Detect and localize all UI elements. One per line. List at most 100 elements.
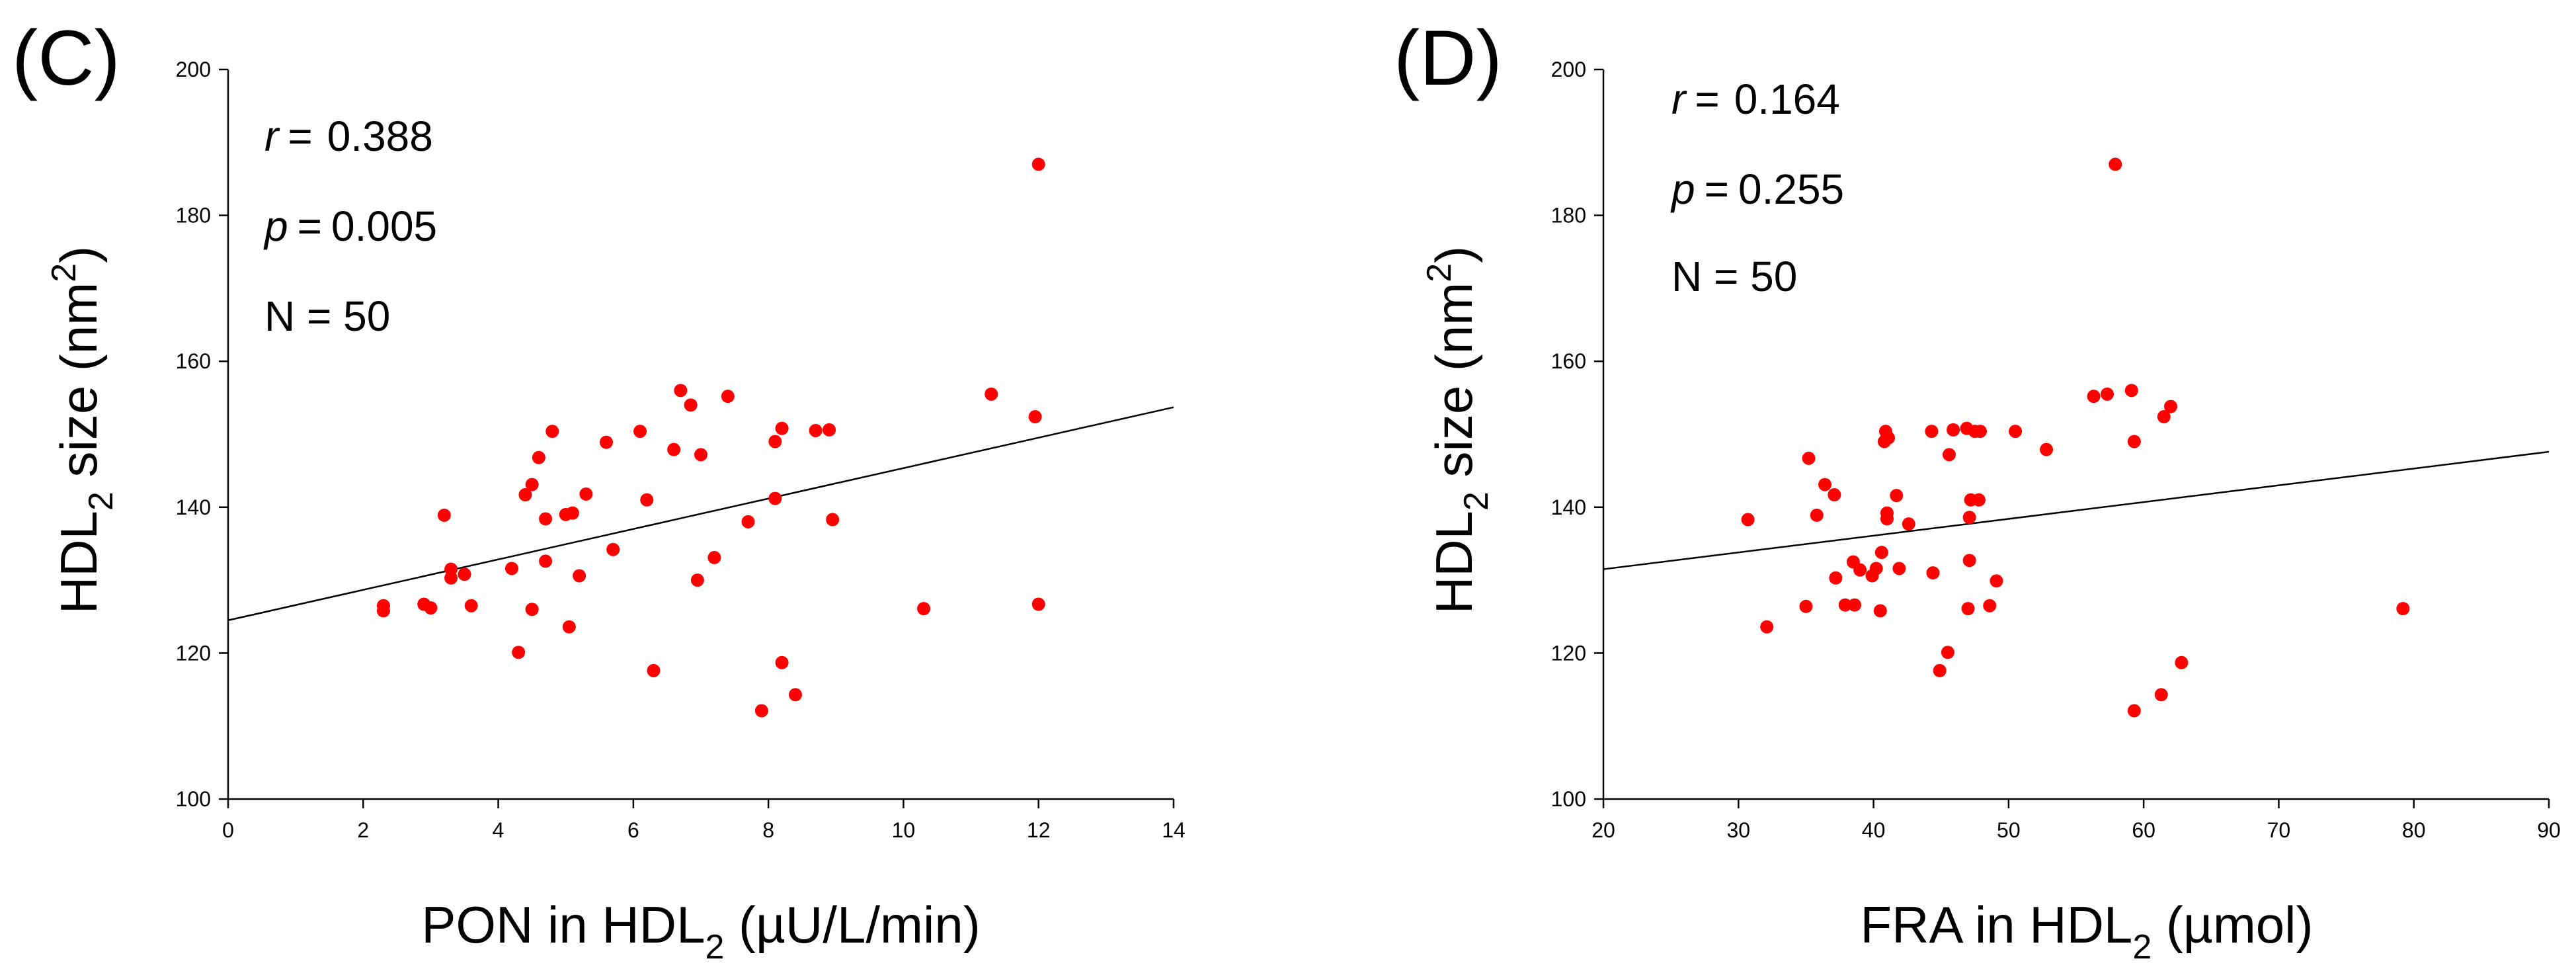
- data-point: [424, 601, 438, 615]
- x-tick-label: 6: [627, 818, 639, 842]
- data-point: [532, 450, 545, 464]
- data-point: [1983, 599, 1997, 613]
- x-axis-title: PON in HDL2 (µU/L/min): [421, 896, 980, 966]
- x-tick-label: 90: [2537, 818, 2561, 842]
- data-point: [2396, 602, 2410, 616]
- data-point: [1853, 563, 1867, 577]
- data-point: [2040, 443, 2054, 456]
- data-point: [1892, 562, 1906, 575]
- data-point: [2154, 688, 2168, 702]
- data-point: [1990, 574, 2003, 588]
- x-tick-label: 2: [357, 818, 369, 842]
- data-point: [512, 646, 526, 659]
- data-point: [600, 435, 613, 449]
- data-point: [2127, 704, 2141, 718]
- x-tick-label: 30: [1726, 818, 1750, 842]
- n-statistic: N = 50: [1671, 253, 1797, 300]
- data-point: [1802, 451, 1816, 465]
- x-tick-label: 40: [1862, 818, 1886, 842]
- data-point: [768, 491, 782, 505]
- data-point: [573, 569, 586, 583]
- data-point: [2109, 157, 2122, 171]
- y-tick-label: 120: [1551, 641, 1586, 665]
- data-points: [1741, 157, 2410, 718]
- data-point: [741, 515, 755, 529]
- data-point: [606, 542, 620, 556]
- data-point: [444, 571, 458, 585]
- y-tick-label: 100: [1551, 787, 1586, 811]
- data-point: [2175, 656, 2189, 669]
- y-axis: 100 120 140 160 180 200 HDL2 size (nm2): [45, 58, 229, 811]
- data-point: [1028, 410, 1042, 424]
- x-tick-label: 50: [1997, 818, 2021, 842]
- y-axis: 100 120 140 160 180 200 HDL2 size (nm2): [1420, 58, 1605, 811]
- data-point: [1941, 646, 1954, 659]
- y-tick-label: 180: [176, 204, 211, 228]
- data-point: [1962, 554, 1976, 568]
- p-statistic: p = 0.005: [263, 202, 437, 250]
- p-statistic: p = 0.255: [1670, 165, 1844, 213]
- data-point: [545, 425, 559, 439]
- y-tick-label: 140: [176, 495, 211, 519]
- x-tick-label: 4: [493, 818, 504, 842]
- data-point: [437, 508, 451, 522]
- data-point: [640, 493, 654, 507]
- x-tick-label: 60: [2132, 818, 2155, 842]
- data-point: [754, 704, 768, 718]
- data-point: [694, 448, 707, 462]
- data-point: [684, 398, 698, 412]
- data-point: [809, 423, 823, 437]
- x-tick-label: 12: [1027, 818, 1051, 842]
- data-point: [1926, 566, 1940, 580]
- data-point: [1838, 598, 1852, 612]
- data-point: [2087, 390, 2101, 403]
- data-point: [985, 387, 998, 401]
- x-tick-label: 10: [892, 818, 916, 842]
- data-point: [667, 443, 681, 456]
- data-point: [1973, 425, 1987, 439]
- data-point: [647, 663, 661, 677]
- data-point: [1925, 425, 1939, 439]
- data-point: [1961, 602, 1975, 616]
- y-tick-label: 140: [1551, 495, 1586, 519]
- data-point: [674, 384, 688, 398]
- y-tick-label: 120: [176, 641, 211, 665]
- y-tick-label: 160: [176, 349, 211, 373]
- data-point: [1828, 488, 1841, 502]
- data-point: [458, 568, 471, 581]
- r-statistic: r = 0.164: [1671, 75, 1840, 123]
- data-point: [1031, 157, 1045, 171]
- x-tick-label: 0: [222, 818, 234, 842]
- y-tick-label: 180: [1551, 204, 1586, 228]
- data-point: [1880, 512, 1894, 526]
- data-point: [1810, 508, 1824, 522]
- panel-label: (C): [12, 15, 120, 102]
- data-point: [1760, 620, 1774, 634]
- data-point: [539, 554, 553, 568]
- data-point: [562, 620, 576, 634]
- data-point: [464, 599, 478, 613]
- data-point: [1031, 597, 1045, 611]
- data-point: [2127, 435, 2141, 448]
- data-point: [525, 603, 539, 616]
- y-axis-title: HDL2 size (nm2): [1420, 246, 1496, 614]
- data-point: [539, 512, 553, 526]
- data-point: [917, 602, 931, 616]
- data-point: [1947, 423, 1960, 437]
- data-point: [579, 487, 593, 501]
- data-point: [823, 423, 836, 437]
- data-point: [1933, 663, 1947, 677]
- data-point: [826, 513, 840, 527]
- n-statistic: N = 50: [264, 292, 390, 340]
- data-point: [565, 506, 579, 520]
- data-point: [1972, 493, 1986, 507]
- x-axis: 0 2 4 6 8 10 12 14 PON in HDL2 (µU/L/min): [222, 798, 1186, 966]
- x-tick-label: 14: [1162, 818, 1186, 842]
- x-tick-label: 20: [1591, 818, 1615, 842]
- data-point: [1799, 599, 1813, 613]
- y-tick-label: 200: [176, 58, 211, 81]
- panel-label: (D): [1394, 15, 1502, 102]
- data-point: [505, 562, 518, 575]
